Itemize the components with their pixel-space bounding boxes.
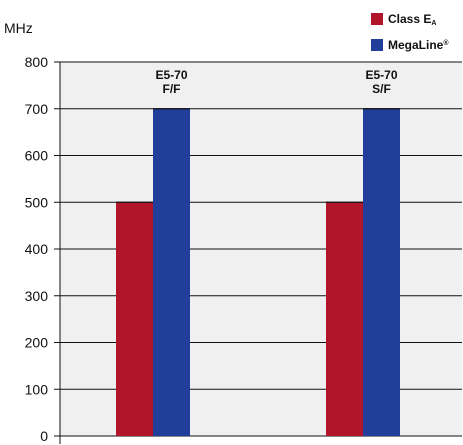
legend-item-megaline: MegaLine®: [371, 32, 449, 58]
y-tick-label: 500: [25, 194, 49, 210]
y-tick-label: 400: [25, 241, 49, 257]
y-tick-label: 600: [25, 148, 49, 164]
category-label-line2: F/F: [163, 82, 181, 96]
y-tick-label: 300: [25, 288, 49, 304]
y-tick-label: 100: [25, 381, 49, 397]
category-label-line1: E5-70: [155, 68, 187, 82]
category-label-line1: E5-70: [365, 68, 397, 82]
bar-class-ea-1: [116, 202, 153, 436]
category-label-line2: S/F: [372, 82, 391, 96]
y-tick-label: 0: [40, 428, 48, 444]
legend-swatch-megaline: [371, 39, 383, 51]
legend-label-class-ea: Class EA: [388, 11, 437, 27]
y-tick-label: 200: [25, 335, 49, 351]
legend: Class EA MegaLine®: [371, 6, 449, 58]
y-tick-label: 800: [25, 54, 49, 70]
legend-label-megaline: MegaLine®: [388, 38, 449, 52]
legend-item-class-ea: Class EA: [371, 6, 449, 32]
bar-class-ea-2: [326, 202, 363, 436]
legend-swatch-class-ea: [371, 13, 383, 25]
y-axis-unit-label: MHz: [4, 20, 33, 36]
bar-megaline-2: [363, 108, 400, 436]
y-tick-label: 700: [25, 101, 49, 117]
bar-megaline-1: [153, 108, 190, 436]
